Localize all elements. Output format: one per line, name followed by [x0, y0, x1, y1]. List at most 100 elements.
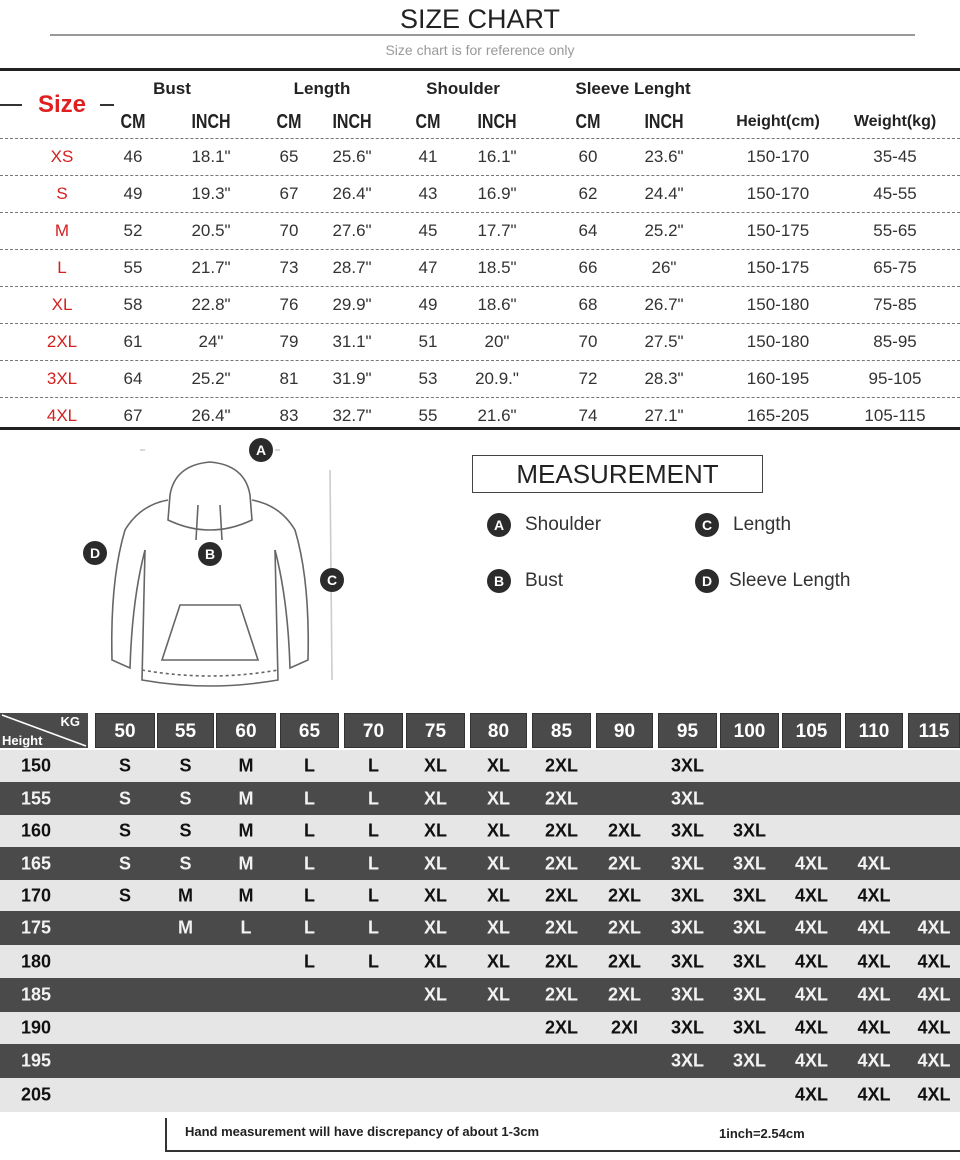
size-cell: 4XL [794, 917, 829, 938]
value-cell: 29.9" [332, 295, 372, 314]
grid-row: 195 3XL 3XL 4XL 4XL 4XL [0, 1044, 960, 1078]
size-cell: XL [486, 984, 511, 1005]
size-cell: M [238, 755, 254, 776]
legend-label: Length [733, 514, 792, 535]
value-cell: 70 [578, 332, 598, 351]
size-recommendation-grid: KG Height 150 S S M L L XL XL 2XL 3XL 155 S S M L L XL XL… [0, 713, 960, 1113]
size-cell: XL [423, 853, 448, 873]
group-header: Shoulder [426, 79, 500, 98]
value-cell: 18.1" [191, 147, 231, 166]
size-cell: XS [50, 147, 74, 166]
size-cell: L [304, 917, 315, 938]
value-cell: 21.6" [477, 406, 517, 425]
size-cell: L [304, 788, 315, 808]
size-cell: 4XL [917, 1050, 951, 1071]
height-cell: 175 [20, 917, 52, 938]
value-cell: 41 [418, 147, 438, 166]
size-cell: XL [486, 820, 511, 841]
marker-c-icon: C [695, 513, 719, 537]
size-cell: L [368, 951, 379, 971]
legend-shoulder: A Shoulder [487, 513, 601, 537]
column-header: INCH [477, 111, 517, 133]
height-cell: 155 [20, 788, 52, 808]
value-cell: 79 [279, 332, 299, 351]
value-cell: 24.4" [644, 184, 684, 203]
weight-header: 100 [720, 713, 779, 748]
size-cell: 4XL [917, 984, 951, 1005]
grid-row: 190 2XL 2XI 3XL 3XL 4XL 4XL 4XL [0, 1012, 960, 1044]
size-cell: 2XL [607, 885, 642, 905]
value-cell: 26.7" [644, 295, 684, 314]
size-cell: 3XL [732, 1050, 767, 1071]
size-cell: 4XL [857, 1050, 891, 1071]
value-cell: 150-180 [746, 332, 810, 351]
footer-note: Hand measurement will have discrepancy o… [165, 1118, 960, 1152]
size-cell: L [368, 788, 379, 808]
size-cell: L [304, 820, 315, 841]
weight-header: 115 [908, 713, 960, 748]
column-header: Height(cm) [736, 113, 820, 130]
size-cell: XL [423, 917, 448, 938]
size-cell: S [179, 788, 192, 808]
size-cell: 4XL [857, 1017, 891, 1038]
size-cell: 3XL [670, 788, 705, 808]
size-cell: M [238, 788, 254, 808]
group-header: Length [293, 79, 351, 98]
grid-row: 160 S S M L L XL XL 2XL 2XL 3XL 3XL [0, 815, 960, 847]
value-cell: 27.5" [644, 332, 684, 351]
grid-row: 170 S M M L L XL XL 2XL 2XL 3XL 3XL 4XL 4XL [0, 880, 960, 911]
value-cell: 150-175 [746, 221, 810, 240]
size-cell: S [179, 820, 192, 841]
value-cell: 21.7" [191, 258, 231, 277]
value-cell: 20.5" [191, 221, 231, 240]
size-cell: 3XL [670, 951, 705, 971]
grid-row: 165 S S M L L XL XL 2XL 2XL 3XL 3XL 4XL 4XL [0, 847, 960, 880]
value-cell: 74 [578, 406, 598, 425]
size-cell: S [118, 853, 132, 873]
value-cell: 62 [578, 184, 598, 203]
conversion-note: 1inch=2.54cm [719, 1126, 805, 1141]
size-cell: 3XL [46, 369, 78, 388]
legend-length: C Length [695, 513, 791, 537]
size-cell: 3XL [732, 820, 767, 841]
size-cell: M [178, 917, 193, 938]
size-cell: 2XL [544, 917, 579, 938]
value-cell: 150-170 [746, 184, 810, 203]
table-row: L 55 21.7" 73 28.7" 47 18.5" 66 26" 150-175 65-75 [0, 249, 960, 286]
size-cell: 4XL [794, 853, 829, 873]
value-cell: 26" [651, 258, 677, 277]
weight-header: 95 [658, 713, 717, 748]
value-cell: 32.7" [332, 406, 372, 425]
value-cell: 19.3" [191, 184, 231, 203]
value-cell: 31.9" [332, 369, 372, 388]
value-cell: 81 [279, 369, 299, 388]
hoodie-diagram [110, 449, 333, 687]
size-cell: XL [486, 853, 511, 873]
size-cell: XL [486, 755, 511, 776]
title-divider [50, 34, 915, 36]
size-cell: 4XL [857, 917, 891, 938]
weight-header: 90 [596, 713, 653, 748]
value-cell: 83 [279, 406, 299, 425]
column-header: CM [575, 111, 601, 133]
size-cell: M [238, 820, 254, 841]
height-cell: 185 [20, 984, 52, 1005]
size-cell: 3XL [670, 1017, 705, 1038]
column-header: CM [415, 111, 441, 133]
size-cell: 2XL [544, 755, 579, 776]
value-cell: 49 [123, 184, 143, 203]
size-cell: 2XL [607, 917, 642, 938]
size-cell: 4XL [917, 1084, 951, 1105]
value-cell: 23.6" [644, 147, 684, 166]
size-cell: 2XL [544, 820, 579, 841]
size-label: Size [37, 91, 87, 118]
size-cell: XL [423, 755, 448, 776]
value-cell: 73 [279, 258, 299, 277]
column-header: INCH [644, 111, 684, 133]
grid-row: 185 XL XL 2XL 2XL 3XL 3XL 4XL 4XL 4XL [0, 978, 960, 1012]
grid-row: 150 S S M L L XL XL 2XL 3XL [0, 750, 960, 782]
value-cell: 46 [123, 147, 143, 166]
size-cell: 2XL [544, 951, 579, 971]
size-cell: 3XL [732, 885, 767, 905]
legend-label: Sleeve Length [729, 570, 851, 591]
